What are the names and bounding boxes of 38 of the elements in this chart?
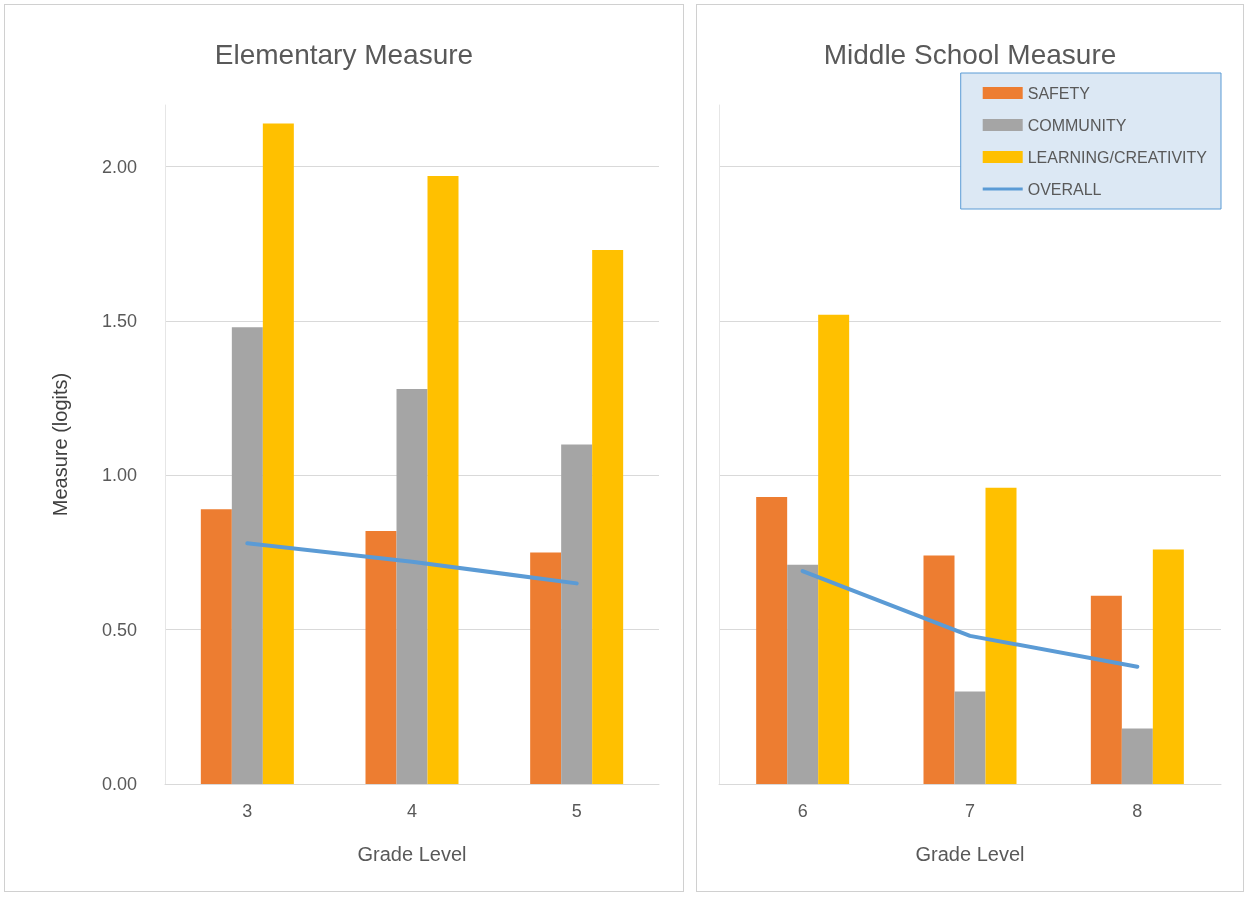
bar xyxy=(923,555,955,784)
bar xyxy=(787,564,819,784)
bar xyxy=(1090,595,1122,784)
bar xyxy=(262,123,294,784)
chart-title: Elementary Measure xyxy=(214,38,474,70)
bar xyxy=(592,250,624,784)
x-tick-label: 3 xyxy=(242,801,253,821)
bar xyxy=(985,487,1017,784)
legend-label: COMMUNITY xyxy=(1027,116,1127,134)
legend-label: SAFETY xyxy=(1027,84,1091,102)
bar xyxy=(530,552,562,784)
y-axis-title: Measure (logits) xyxy=(49,372,71,517)
bar xyxy=(1121,728,1153,784)
y-tick-label: 0.50 xyxy=(101,619,137,640)
x-axis-title: Grade Level xyxy=(915,843,1025,865)
x-tick-label: 4 xyxy=(406,801,418,821)
y-tick-label: 1.00 xyxy=(101,465,137,486)
bar xyxy=(1152,549,1184,784)
legend-label: OVERALL xyxy=(1027,180,1102,198)
y-tick-label: 0.00 xyxy=(101,774,137,794)
x-tick-label: 8 xyxy=(1132,801,1143,821)
x-axis-title: Grade Level xyxy=(357,843,467,865)
bar xyxy=(427,175,459,784)
x-tick-label: 7 xyxy=(964,801,976,821)
chart-title: Middle School Measure xyxy=(823,38,1117,70)
bar xyxy=(561,444,593,784)
bar xyxy=(818,314,850,784)
y-tick-label: 2.00 xyxy=(101,156,137,177)
bar xyxy=(756,496,788,784)
legend-label: LEARNING/CREATIVITY xyxy=(1027,148,1208,166)
bar xyxy=(954,691,986,784)
y-tick-label: 1.50 xyxy=(101,311,137,332)
bar xyxy=(231,327,263,784)
bar xyxy=(396,388,428,784)
bar xyxy=(365,530,397,784)
x-tick-label: 6 xyxy=(797,801,808,821)
bar xyxy=(200,509,232,784)
x-tick-label: 5 xyxy=(571,801,582,821)
